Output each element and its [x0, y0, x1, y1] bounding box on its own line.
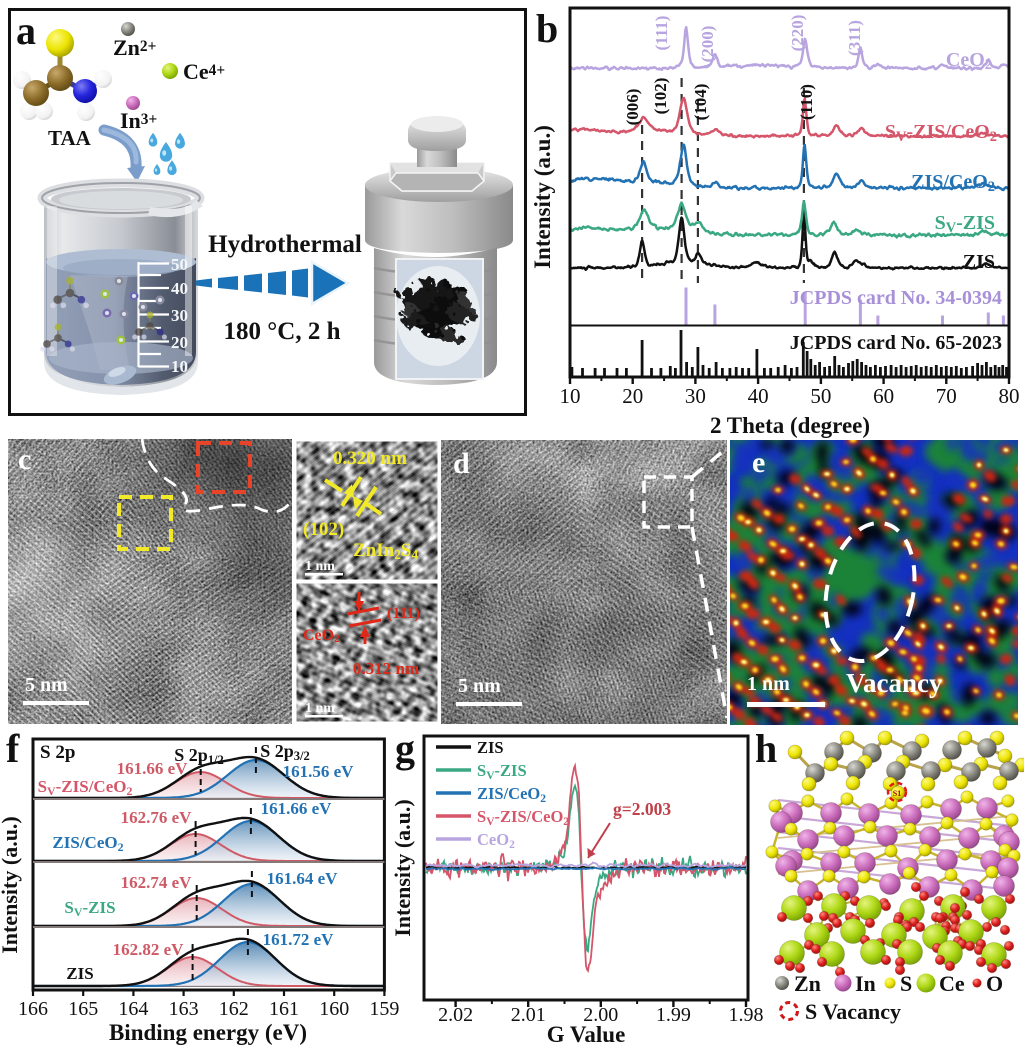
- svg-text:CeO2: CeO2: [477, 830, 515, 851]
- svg-text:h: h: [755, 726, 777, 771]
- svg-text:5 nm: 5 nm: [458, 675, 501, 697]
- svg-text:S Vacancy: S Vacancy: [805, 999, 901, 1024]
- svg-text:165: 165: [68, 998, 98, 1020]
- svg-text:ZIS/CeO2: ZIS/CeO2: [911, 171, 995, 195]
- svg-text:180 °C, 2 h: 180 °C, 2 h: [224, 318, 341, 345]
- svg-text:0.320 nm: 0.320 nm: [333, 448, 407, 469]
- svg-text:161.64 eV: 161.64 eV: [267, 869, 339, 888]
- svg-text:e: e: [752, 446, 765, 479]
- svg-text:G Value: G Value: [547, 1022, 626, 1047]
- svg-text:10: 10: [560, 384, 581, 408]
- svg-text:ZIS: ZIS: [963, 251, 995, 273]
- svg-text:f: f: [6, 726, 20, 771]
- svg-text:164: 164: [118, 998, 148, 1020]
- svg-text:0.312 nm: 0.312 nm: [353, 659, 419, 678]
- svg-text:166: 166: [18, 998, 48, 1020]
- svg-text:ZIS/CeO2: ZIS/CeO2: [52, 833, 123, 854]
- svg-text:2.01: 2.01: [511, 1004, 546, 1026]
- svg-text:JCPDS card No. 65-2023: JCPDS card No. 65-2023: [790, 332, 1002, 354]
- svg-text:S1: S1: [893, 789, 901, 798]
- svg-text:30: 30: [685, 384, 706, 408]
- svg-text:Zn: Zn: [794, 971, 821, 996]
- svg-text:163: 163: [169, 998, 199, 1020]
- svg-text:Ce4+: Ce4+: [183, 59, 225, 84]
- svg-text:(220): (220): [788, 15, 807, 52]
- svg-text:O: O: [986, 971, 1003, 996]
- svg-text:Ce: Ce: [939, 971, 965, 996]
- svg-text:1 nm: 1 nm: [747, 673, 790, 695]
- svg-text:80: 80: [999, 384, 1020, 408]
- svg-text:2 Theta (degree): 2 Theta (degree): [710, 413, 870, 438]
- svg-text:(111): (111): [387, 605, 420, 622]
- svg-text:162: 162: [219, 998, 249, 1020]
- svg-text:c: c: [18, 443, 31, 476]
- svg-text:a: a: [16, 8, 36, 53]
- svg-text:40: 40: [748, 384, 769, 408]
- svg-text:161: 161: [269, 998, 299, 1020]
- svg-text:g: g: [395, 726, 415, 771]
- svg-text:(102): (102): [303, 519, 344, 540]
- svg-text:50: 50: [171, 255, 188, 274]
- svg-text:ZIS: ZIS: [477, 738, 504, 757]
- svg-text:30: 30: [171, 306, 188, 325]
- svg-text:10: 10: [171, 357, 188, 376]
- svg-text:70: 70: [936, 384, 957, 408]
- svg-text:161.72 eV: 161.72 eV: [263, 930, 335, 949]
- svg-text:2.02: 2.02: [438, 1004, 473, 1026]
- svg-text:40: 40: [171, 279, 188, 298]
- svg-text:5 nm: 5 nm: [25, 674, 68, 696]
- svg-text:1 nm: 1 nm: [305, 701, 335, 716]
- svg-text:161.66 eV: 161.66 eV: [261, 799, 333, 818]
- svg-text:(006): (006): [623, 89, 642, 126]
- svg-text:CeO2: CeO2: [303, 627, 340, 645]
- svg-text:2.00: 2.00: [583, 1004, 618, 1026]
- svg-text:Intensity (a.u.): Intensity (a.u.): [390, 799, 415, 937]
- svg-text:1.98: 1.98: [729, 1004, 764, 1026]
- svg-text:(311): (311): [845, 20, 864, 56]
- svg-text:Hydrothermal: Hydrothermal: [208, 231, 362, 258]
- svg-text:SV-ZIS/CeO2: SV-ZIS/CeO2: [477, 807, 569, 828]
- svg-text:In: In: [855, 971, 876, 996]
- svg-text:ZIS: ZIS: [66, 964, 93, 983]
- svg-text:162.82 eV: 162.82 eV: [113, 940, 185, 959]
- svg-text:CeO2: CeO2: [946, 49, 992, 73]
- svg-text:b: b: [536, 6, 558, 51]
- svg-text:(104): (104): [691, 84, 710, 121]
- svg-text:Intensity (a.u.): Intensity (a.u.): [530, 125, 555, 269]
- svg-text:d: d: [453, 447, 470, 480]
- svg-text:160: 160: [319, 998, 349, 1020]
- svg-text:162.74 eV: 162.74 eV: [121, 873, 193, 892]
- svg-text:20: 20: [622, 384, 643, 408]
- svg-text:1 nm: 1 nm: [305, 559, 335, 574]
- svg-text:JCPDS card No. 34-0394: JCPDS card No. 34-0394: [790, 287, 1002, 309]
- svg-text:161.56 eV: 161.56 eV: [283, 762, 355, 781]
- svg-text:ZnIn2S4: ZnIn2S4: [353, 540, 418, 562]
- svg-text:1.99: 1.99: [656, 1004, 691, 1026]
- svg-text:SV-ZIS/CeO2: SV-ZIS/CeO2: [38, 777, 133, 798]
- svg-text:(200): (200): [698, 26, 717, 63]
- svg-text:S: S: [900, 971, 912, 996]
- svg-text:TAA: TAA: [48, 126, 92, 150]
- svg-text:Binding energy (eV): Binding energy (eV): [109, 1020, 307, 1045]
- svg-text:20: 20: [171, 333, 188, 352]
- svg-text:161.66 eV: 161.66 eV: [117, 759, 189, 778]
- svg-text:SV-ZIS: SV-ZIS: [935, 212, 995, 236]
- svg-text:162.76 eV: 162.76 eV: [121, 808, 193, 827]
- svg-text:(102): (102): [651, 78, 670, 115]
- svg-text:(110): (110): [797, 84, 816, 120]
- svg-text:ZIS/CeO2: ZIS/CeO2: [477, 784, 546, 805]
- svg-text:159: 159: [369, 998, 399, 1020]
- svg-text:S 2p: S 2p: [40, 742, 75, 763]
- svg-text:Vacancy: Vacancy: [846, 668, 943, 698]
- svg-text:(111): (111): [652, 16, 671, 51]
- svg-text:Intensity (a.u.): Intensity (a.u.): [0, 816, 22, 954]
- svg-text:50: 50: [810, 384, 831, 408]
- svg-text:60: 60: [873, 384, 894, 408]
- svg-text:g=2.003: g=2.003: [613, 799, 671, 819]
